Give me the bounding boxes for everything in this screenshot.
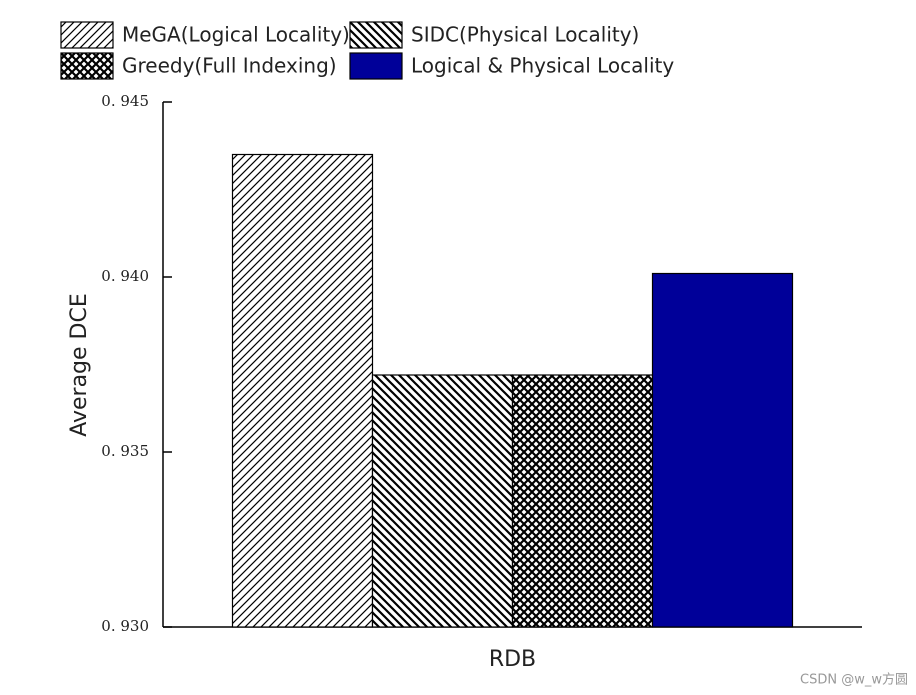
y-tick-label: 0. 940 [101, 267, 149, 285]
legend-swatch [60, 21, 114, 49]
legend-label: SIDC(Physical Locality) [411, 23, 639, 47]
bar [231, 153, 374, 628]
bar [511, 374, 654, 628]
legend-label: Logical & Physical Locality [411, 54, 674, 78]
y-axis-label: Average DCE [67, 293, 92, 437]
y-tick-label: 0. 935 [101, 442, 149, 460]
legend-label: MeGA(Logical Locality) [122, 23, 350, 47]
legend-swatch [349, 52, 403, 80]
legend-swatch [349, 21, 403, 49]
y-tick-label: 0. 945 [101, 92, 149, 110]
x-tick-label: RDB [489, 647, 536, 672]
y-tick-label: 0. 930 [101, 617, 149, 635]
bar [651, 272, 794, 628]
watermark: CSDN @w_w方圆 [800, 672, 908, 688]
legend-label: Greedy(Full Indexing) [122, 54, 337, 78]
legend-swatch [60, 52, 114, 80]
bar [371, 374, 514, 628]
